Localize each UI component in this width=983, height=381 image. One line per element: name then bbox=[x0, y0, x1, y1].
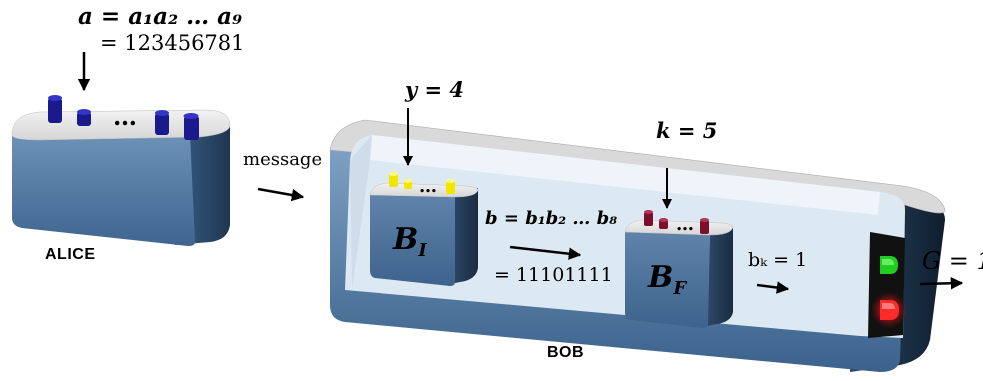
y-label: y = 4 bbox=[405, 77, 465, 102]
green-light bbox=[880, 256, 898, 274]
alice-pegs bbox=[48, 95, 199, 140]
red-light bbox=[871, 292, 907, 328]
alice-label: ALICE bbox=[45, 246, 96, 263]
message-label: message bbox=[243, 149, 323, 170]
output-label: G = 1 bbox=[922, 247, 983, 275]
alice-box bbox=[11, 95, 231, 246]
alice-peg-ellipsis: … bbox=[113, 102, 137, 131]
b-value: = 11101111 bbox=[494, 264, 613, 286]
box-initial-letter: B bbox=[393, 222, 419, 257]
box-final-peg-ellipsis: … bbox=[676, 214, 694, 235]
bk-arrow bbox=[756, 281, 790, 294]
box-initial-label: BI bbox=[393, 222, 427, 261]
box-initial bbox=[369, 172, 479, 286]
b-formula: b = b₁b₂ … b₈ bbox=[485, 208, 618, 229]
k-label: k = 5 bbox=[656, 118, 718, 143]
output-arrow bbox=[919, 277, 964, 290]
box-final-label: BF bbox=[648, 260, 686, 299]
alice-input-formula: a = a₁a₂ … a₉ bbox=[78, 3, 243, 30]
alice-input-value: = 123456781 bbox=[100, 31, 245, 55]
box-initial-subscript: I bbox=[418, 240, 427, 261]
b-transfer-arrow bbox=[509, 245, 582, 260]
bob-label: BOB bbox=[547, 344, 585, 361]
box-initial-pegs bbox=[389, 172, 455, 194]
arrows bbox=[77, 52, 964, 294]
box-final-subscript: F bbox=[673, 278, 687, 299]
box-final-letter: B bbox=[648, 260, 674, 295]
bk-label: bₖ = 1 bbox=[748, 249, 808, 271]
message-arrow bbox=[257, 187, 305, 202]
box-final-pegs bbox=[644, 210, 709, 234]
box-final bbox=[624, 210, 734, 328]
box-initial-peg-ellipsis: … bbox=[419, 176, 437, 197]
